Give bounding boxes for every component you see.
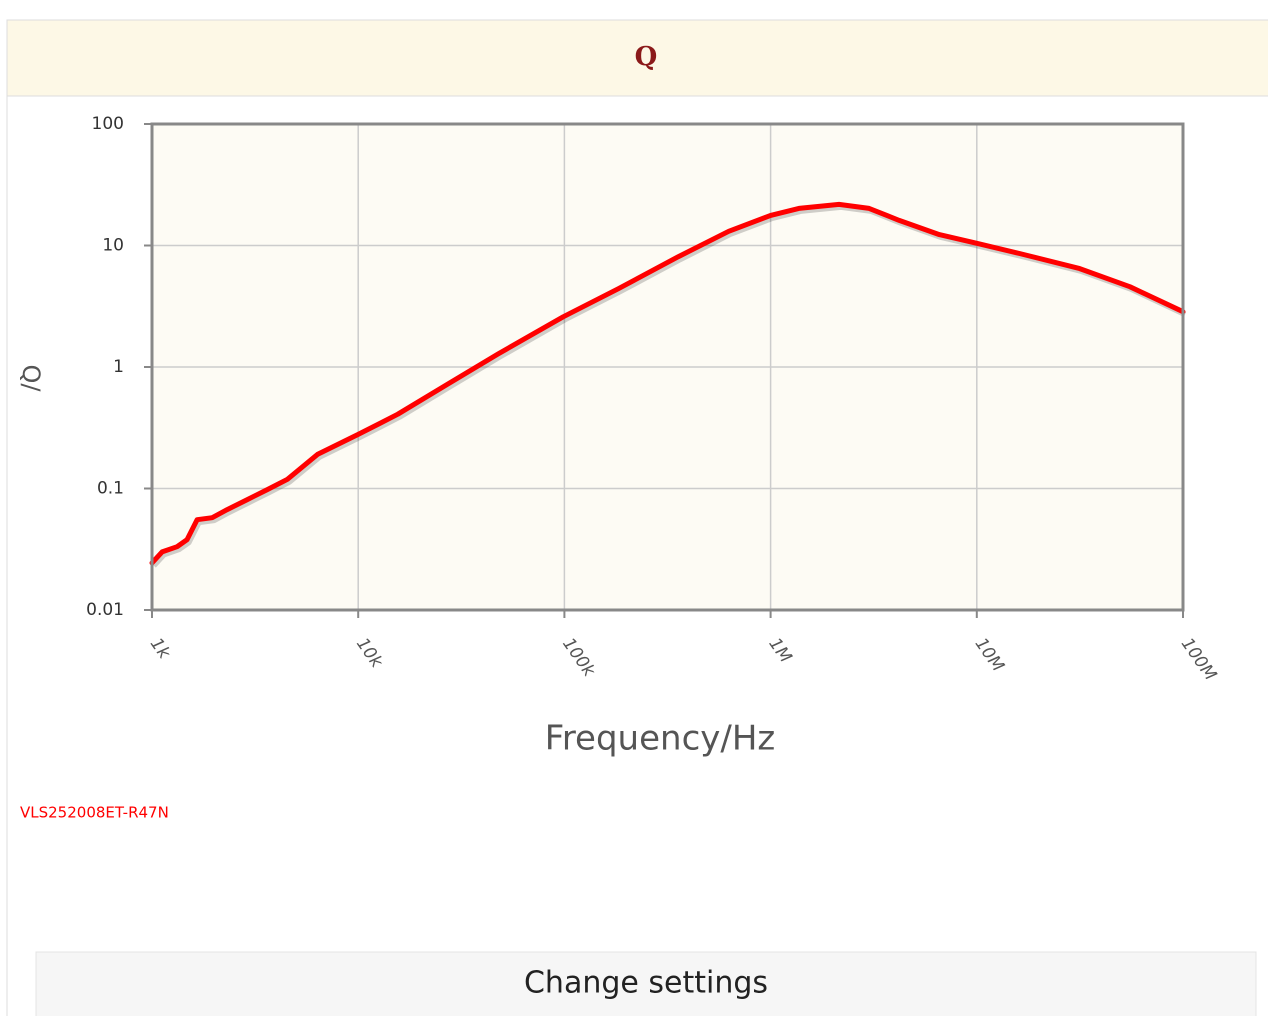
chart-title: Q [635, 42, 658, 72]
y-tick-label: 0.1 [97, 479, 124, 499]
header [6, 19, 1268, 97]
button-label: Change settings [524, 966, 768, 1001]
y-tick-label: 0.01 [86, 600, 124, 620]
data-line [149, 201, 1186, 566]
legend-entry: VLS252008ET-R47N [20, 804, 169, 822]
x-axis-label: Frequency/Hz [545, 719, 776, 759]
change-settings-button[interactable] [35, 951, 1257, 1020]
y-tick-label: 1 [113, 357, 124, 377]
y-tick-label: 10 [102, 236, 124, 256]
y-tick-label: 100 [92, 114, 124, 134]
y-axis-label: Q/ [17, 365, 45, 393]
